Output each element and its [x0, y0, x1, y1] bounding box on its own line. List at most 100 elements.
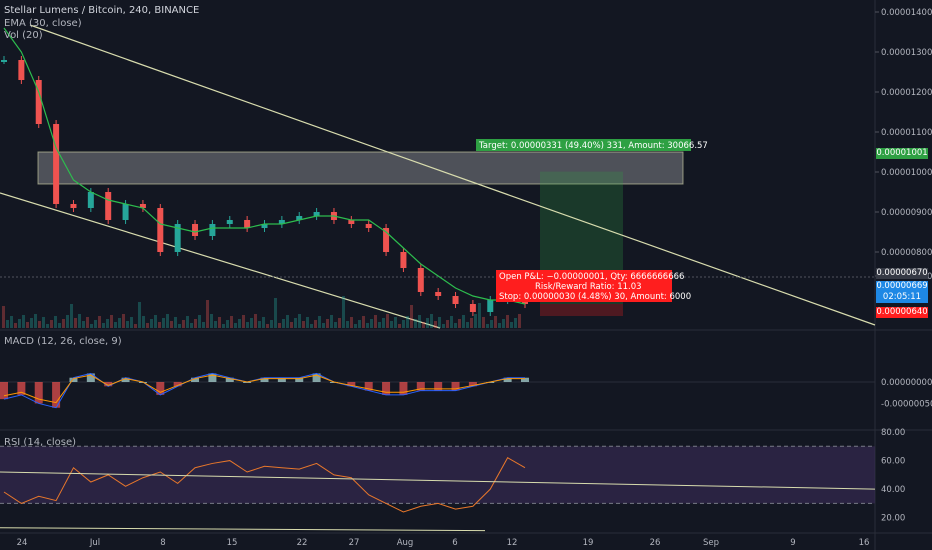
volume-bar — [386, 314, 389, 328]
volume-bar — [174, 317, 177, 328]
candle-body — [70, 204, 77, 208]
macd-histogram-bar — [208, 373, 217, 382]
volume-bar — [274, 298, 277, 328]
macd-histogram-bar — [416, 382, 425, 391]
volume-bar — [390, 321, 393, 328]
volume-bar — [486, 324, 489, 328]
time-axis-label: 12 — [507, 538, 518, 548]
candle-body — [313, 212, 320, 216]
volume-bar — [86, 317, 89, 328]
volume-bar — [58, 323, 61, 328]
volume-bar — [26, 322, 29, 328]
price-tick-label: 0.00000800 — [881, 248, 932, 258]
volume-bar — [426, 318, 429, 328]
volume-bar — [490, 320, 493, 328]
price-tick-label: 0.00001100 — [881, 128, 932, 138]
volume-bar — [346, 321, 349, 328]
rsi-tick-label: 60.00 — [881, 457, 905, 467]
macd-histogram-bar — [382, 382, 391, 395]
time-axis-label: 6 — [452, 538, 457, 548]
volume-bar — [398, 324, 401, 328]
macd-legend[interactable]: MACD (12, 26, close, 9) — [4, 336, 122, 347]
volume-bar — [394, 317, 397, 328]
macd-histogram-bar — [121, 377, 130, 382]
time-axis-label: 26 — [650, 538, 661, 548]
volume-bar — [350, 317, 353, 328]
volume-bar — [90, 324, 93, 328]
volume-bar — [154, 315, 157, 328]
volume-bar — [226, 320, 229, 328]
volume-bar — [266, 324, 269, 328]
candle-body — [53, 124, 60, 204]
candle-body — [452, 296, 459, 304]
volume-bar — [290, 322, 293, 328]
volume-bar — [318, 316, 321, 328]
volume-bar — [34, 314, 37, 328]
rsi-tick-label: 20.00 — [881, 514, 905, 524]
macd-histogram-bar — [312, 373, 321, 382]
volume-bar — [170, 321, 173, 328]
symbol-title[interactable]: Stellar Lumens / Bitcoin, 240, BINANCE — [4, 5, 200, 16]
candle-body — [209, 224, 216, 236]
rsi-line — [3, 457, 526, 513]
volume-bar — [106, 319, 109, 328]
volume-bar — [310, 324, 313, 328]
candle-body — [400, 252, 407, 268]
ema-line — [3, 27, 526, 305]
volume-bar — [50, 320, 53, 328]
volume-bar — [446, 320, 449, 328]
time-axis-label: Sep — [703, 538, 719, 548]
candle-body — [105, 192, 112, 220]
volume-bar — [410, 305, 413, 328]
volume-bar — [330, 315, 333, 328]
volume-bar — [370, 319, 373, 328]
volume-bar — [366, 323, 369, 328]
volume-bar — [282, 319, 285, 328]
candle-body — [244, 220, 251, 228]
volume-bar — [222, 324, 225, 328]
macd-histogram-bar — [69, 377, 78, 382]
time-axis-label: 19 — [583, 538, 594, 548]
macd-histogram-bar — [468, 382, 477, 387]
volume-bar — [198, 315, 201, 328]
volume-bar — [322, 323, 325, 328]
target-label: Target: 0.00000331 (49.40%) 331, Amount:… — [478, 141, 708, 151]
volume-legend[interactable]: Vol (20) — [4, 30, 43, 41]
rsi-legend[interactable]: RSI (14, close) — [4, 437, 77, 448]
volume-bar — [354, 324, 357, 328]
target-price-tag: 0.00001001 — [876, 148, 928, 159]
candle-body — [87, 192, 94, 208]
target-label-box — [476, 139, 691, 151]
volume-bar — [518, 314, 521, 328]
macd-histogram-bar — [277, 377, 286, 382]
volume-bar — [422, 322, 425, 328]
candle-body — [226, 220, 233, 224]
ema-legend[interactable]: EMA (30, close) — [4, 18, 82, 29]
macd-histogram-bar — [104, 382, 113, 387]
volume-bar — [14, 323, 17, 328]
volume-bar — [82, 321, 85, 328]
volume-bar — [2, 306, 5, 328]
volume-bar — [498, 323, 501, 328]
volume-bar — [342, 296, 345, 328]
price-tick-label: 0.00001300 — [881, 48, 932, 58]
candle-body — [487, 300, 494, 312]
volume-bar — [374, 315, 377, 328]
volume-bar — [70, 304, 73, 328]
volume-bar — [150, 319, 153, 328]
volume-bar — [22, 315, 25, 328]
volume-bar — [138, 302, 141, 328]
volume-bar — [18, 319, 21, 328]
volume-bar — [214, 321, 217, 328]
stop-label: Stop: 0.00000030 (4.48%) 30, Amount: 600… — [499, 292, 691, 302]
volume-bar — [434, 321, 437, 328]
volume-bar — [294, 318, 297, 328]
volume-bar — [478, 303, 481, 328]
time-axis-label: Aug — [397, 538, 414, 548]
candle-body — [18, 60, 25, 80]
macd-histogram-bar — [399, 382, 408, 395]
candle-body — [278, 220, 285, 224]
volume-bar — [438, 317, 441, 328]
volume-bar — [454, 323, 457, 328]
